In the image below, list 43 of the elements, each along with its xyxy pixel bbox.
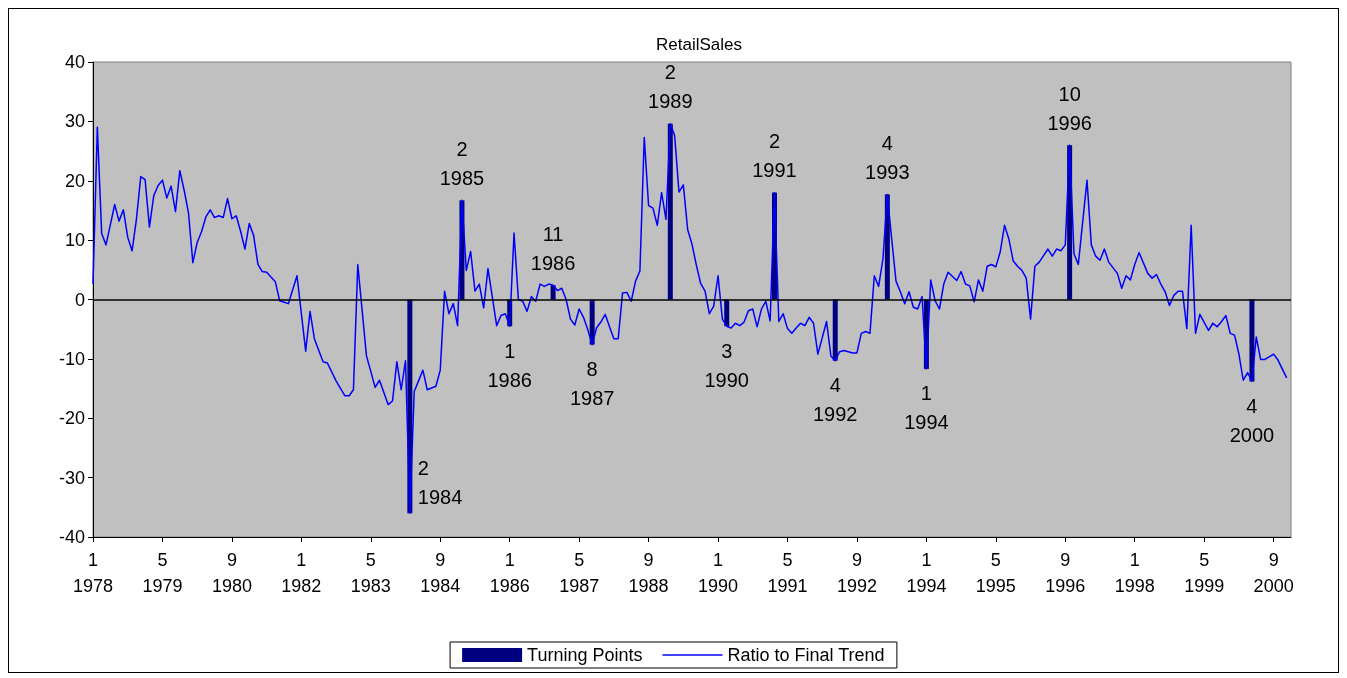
x-tick-label: 1 1982 [281,550,322,596]
x-tick-label: 5 1995 [975,550,1016,596]
x-tick-label: 5 1991 [767,550,808,596]
y-tick-label: -10 [58,348,85,369]
x-tick-label: 9 1996 [1045,550,1086,596]
x-tick-label: 9 1984 [420,550,461,596]
legend-label: Ratio to Final Trend [727,645,885,665]
annotation: 1 1986 [487,339,532,391]
annotation: 4 1992 [812,374,858,426]
x-tick-label: 1 1994 [906,550,947,596]
y-tick-label: -40 [58,527,85,547]
annotation: 2 1991 [752,130,797,182]
legend-label: Turning Points [527,645,643,665]
y-tick-label: -30 [58,467,85,488]
y-tick-label: -20 [58,408,85,429]
x-tick-label: 1 1978 [72,550,114,596]
annotation: 8 1987 [569,358,615,410]
x-tick-label: 5 1983 [350,550,391,596]
annotation: 2 1989 [648,61,693,113]
x-tick-label: 1 1998 [1114,550,1155,596]
annotation: 4 2000 [1229,394,1275,446]
x-tick-label: 9 1988 [628,550,669,596]
y-tick-label: 30 [64,111,85,132]
y-tick-label: 40 [64,52,85,72]
x-tick-label: 9 1992 [836,550,877,596]
x-tick-label: 5 1987 [559,550,600,596]
x-tick-label: 5 1999 [1184,550,1225,596]
annotation: 1 1994 [904,382,949,434]
annotation: 2 1984 [417,456,463,508]
x-tick-label: 5 1979 [142,550,183,596]
x-tick-label: 9 2000 [1253,550,1294,596]
x-tick-label: 1 1990 [698,550,739,596]
annotation: 11 1986 [530,222,576,274]
annotation: 4 1993 [865,131,910,183]
annotation: 3 1990 [704,339,749,391]
y-tick-label: 20 [64,170,85,191]
x-tick-label: 1 1986 [489,550,530,596]
x-tick-label: 9 1980 [211,550,252,596]
annotation: 10 1996 [1047,82,1092,134]
y-tick-label: 10 [64,230,85,251]
chart-title: RetailSales [656,35,742,54]
y-tick-label: 0 [74,289,85,310]
annotation: 2 1985 [439,137,485,189]
